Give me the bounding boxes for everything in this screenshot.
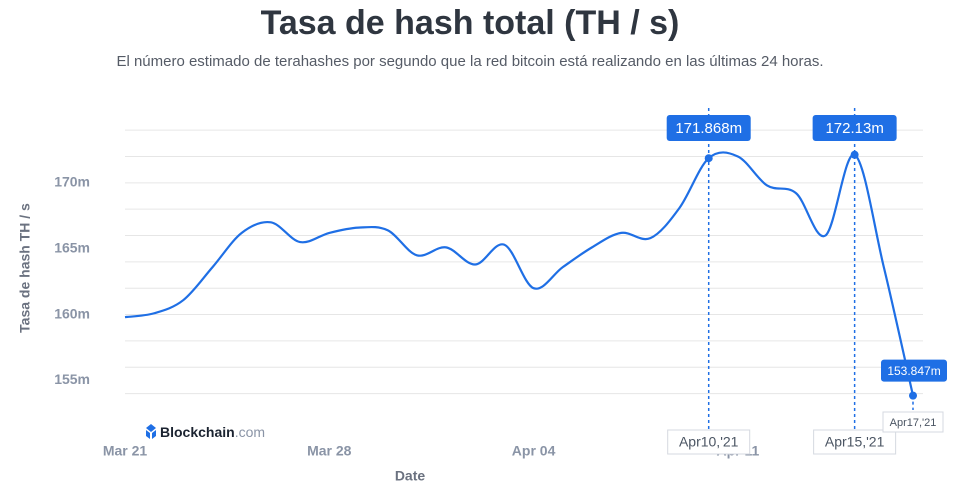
tooltip-value: 171.868m <box>675 120 742 137</box>
tooltip-date-box <box>882 411 944 433</box>
grid <box>125 129 923 395</box>
tooltip-date: Apr10,'21 <box>679 434 739 450</box>
tooltip-date: Apr17,'21 <box>890 417 937 429</box>
tooltip-point <box>704 154 713 163</box>
tooltip-date-box <box>667 429 751 455</box>
tooltip-box <box>881 359 947 382</box>
x-axis-label: Date <box>395 468 426 484</box>
tooltip-value: 172.13m <box>825 120 883 137</box>
y-tick-label: 170m <box>54 174 90 190</box>
y-axis-label: Tasa de hash TH / s <box>17 203 33 333</box>
tooltip: 153.847m Apr17,'21 <box>881 359 947 433</box>
y-tick-label: 155m <box>54 371 90 387</box>
tooltip: 171.868m Apr10,'21 <box>666 108 751 455</box>
tooltip: 172.13m Apr15,'21 <box>812 108 897 455</box>
y-tick-label: 165m <box>54 239 90 255</box>
brand-logo <box>146 424 156 439</box>
brand-main: Blockchain <box>160 424 235 440</box>
tooltip-date-box <box>813 429 897 455</box>
tooltip-value: 153.847m <box>887 364 940 378</box>
brand-name: Blockchain.com <box>160 424 265 440</box>
tooltip-point <box>909 391 917 400</box>
x-tick-label: Mar 21 <box>103 443 148 459</box>
y-tick-label: 160m <box>54 305 90 321</box>
x-tick-label: Mar 28 <box>307 443 352 459</box>
tooltip-date: Apr15,'21 <box>825 434 885 450</box>
x-tick-label: Apr 04 <box>512 443 556 459</box>
line-series <box>124 151 915 396</box>
chart-subtitle: El número estimado de terahashes por seg… <box>116 53 823 70</box>
brand: Blockchain.com <box>146 424 265 440</box>
tooltip-box <box>812 115 897 141</box>
tooltip-point <box>850 150 859 159</box>
tooltip-box <box>666 115 751 141</box>
brand-suffix: .com <box>235 424 265 440</box>
chart-title: Tasa de hash total (TH / s) <box>261 4 680 42</box>
